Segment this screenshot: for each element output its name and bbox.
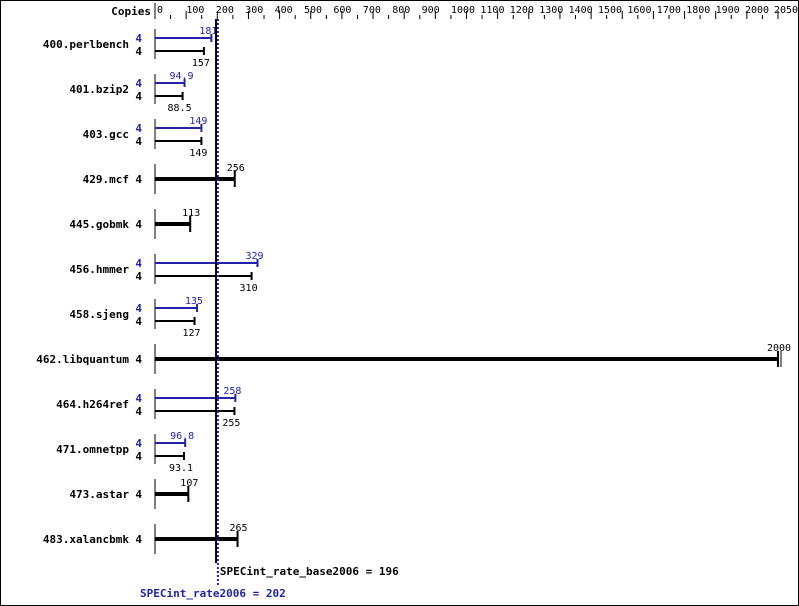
benchmark-label: 464.h264ref (56, 398, 129, 411)
x-tick-label: 1500 (598, 5, 622, 16)
base-value-label: 127 (183, 328, 201, 339)
benchmark-label: 403.gcc (83, 128, 129, 141)
peak-copies: 4 (135, 32, 142, 45)
x-tick-label: 1600 (627, 5, 651, 16)
x-tick-label: 600 (333, 5, 351, 16)
x-tick-label: 1900 (716, 5, 740, 16)
x-tick-label: 1800 (686, 5, 710, 16)
benchmark-label: 458.sjeng (69, 308, 129, 321)
base-value-label: 310 (240, 283, 258, 294)
base-copies: 4 (135, 270, 142, 283)
benchmark-label: 456.hmmer (69, 263, 129, 276)
base-copies: 4 (135, 218, 142, 231)
base-value-label: 2000 (767, 343, 791, 354)
x-tick-label: 100 (186, 5, 204, 16)
base-value-label: 88.5 (168, 103, 192, 114)
benchmark-label: 400.perlbench (43, 38, 129, 51)
base-copies: 4 (135, 135, 142, 148)
copies-header: Copies (111, 5, 151, 18)
x-tick-label: 0 (157, 5, 163, 16)
peak-copies: 4 (135, 392, 142, 405)
peak-value-label: 94.9 (170, 71, 194, 82)
base-reference-label: SPECint_rate_base2006 = 196 (220, 565, 399, 578)
base-copies: 4 (135, 533, 142, 546)
peak-copies: 4 (135, 437, 142, 450)
x-tick-label: 1300 (539, 5, 563, 16)
base-copies: 4 (135, 450, 142, 463)
peak-value-label: 149 (189, 116, 207, 127)
x-tick-label: 1100 (480, 5, 504, 16)
peak-copies: 4 (135, 122, 142, 135)
x-tick-label: 1400 (569, 5, 593, 16)
x-tick-label: 300 (245, 5, 263, 16)
peak-value-label: 96.8 (170, 431, 194, 442)
x-tick-label: 700 (363, 5, 381, 16)
x-tick-label: 200 (216, 5, 234, 16)
base-value-label: 255 (222, 418, 240, 429)
peak-value-label: 135 (185, 296, 203, 307)
base-value-label: 256 (227, 163, 245, 174)
peak-reference-label: SPECint_rate2006 = 202 (140, 587, 286, 600)
peak-value-label: 258 (223, 386, 241, 397)
benchmark-label: 429.mcf (83, 173, 129, 186)
base-copies: 4 (135, 45, 142, 58)
x-tick-label: 400 (275, 5, 293, 16)
peak-copies: 4 (135, 77, 142, 90)
base-value-label: 107 (180, 478, 198, 489)
x-tick-label: 500 (304, 5, 322, 16)
benchmark-label: 401.bzip2 (69, 83, 129, 96)
benchmark-label: 471.omnetpp (56, 443, 129, 456)
x-tick-label: 900 (422, 5, 440, 16)
peak-value-label: 181 (199, 26, 217, 37)
base-value-label: 157 (192, 58, 210, 69)
x-tick-label: 1000 (451, 5, 475, 16)
x-tick-label: 1700 (657, 5, 681, 16)
benchmark-label: 483.xalancbmk (43, 533, 129, 546)
base-value-label: 149 (189, 148, 207, 159)
base-copies: 4 (135, 173, 142, 186)
x-tick-label: 800 (392, 5, 410, 16)
base-copies: 4 (135, 353, 142, 366)
base-copies: 4 (135, 315, 142, 328)
benchmark-label: 445.gobmk (69, 218, 129, 231)
benchmark-label: 473.astar (69, 488, 129, 501)
x-tick-label: 1200 (510, 5, 534, 16)
base-copies: 4 (135, 405, 142, 418)
x-tick-label: 2000 (745, 5, 769, 16)
peak-value-label: 329 (245, 251, 263, 262)
peak-copies: 4 (135, 302, 142, 315)
base-value-label: 93.1 (169, 463, 193, 474)
peak-copies: 4 (135, 257, 142, 270)
x-tick-label: 2050 (774, 5, 798, 16)
base-value-label: 265 (230, 523, 248, 534)
benchmark-label: 462.libquantum (36, 353, 129, 366)
base-copies: 4 (135, 488, 142, 501)
base-value-label: 113 (182, 208, 200, 219)
base-copies: 4 (135, 90, 142, 103)
